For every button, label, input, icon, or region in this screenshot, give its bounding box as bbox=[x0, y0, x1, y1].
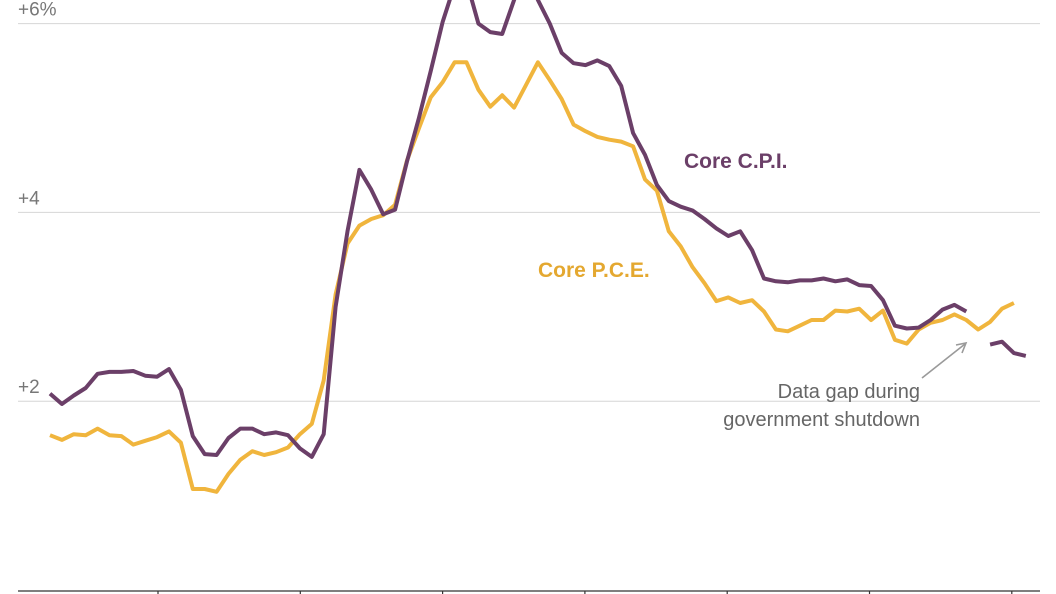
gap-note-line-1: Data gap during bbox=[778, 381, 920, 403]
gap-note-line-2: government shutdown bbox=[723, 409, 920, 431]
gap-arrowhead bbox=[955, 341, 968, 354]
gap-arrow-line bbox=[921, 343, 966, 379]
data-gap-annotation: Data gap during government shutdown bbox=[723, 341, 968, 431]
gridlines bbox=[18, 23, 1040, 402]
pce-series-label: Core P.C.E. bbox=[538, 259, 650, 282]
series-lines bbox=[48, 0, 1027, 494]
y-tick-labels: +2 +4 +6% bbox=[18, 0, 57, 398]
cpi-series-label: Core C.P.I. bbox=[684, 150, 787, 173]
cpi-series-line bbox=[989, 339, 1027, 358]
y-tick-label: +6% bbox=[18, 0, 57, 21]
cpi-series-line bbox=[48, 0, 968, 459]
y-tick-label: +4 bbox=[18, 188, 40, 209]
pce-series-line bbox=[49, 60, 1015, 494]
y-tick-label: +2 bbox=[18, 377, 40, 398]
